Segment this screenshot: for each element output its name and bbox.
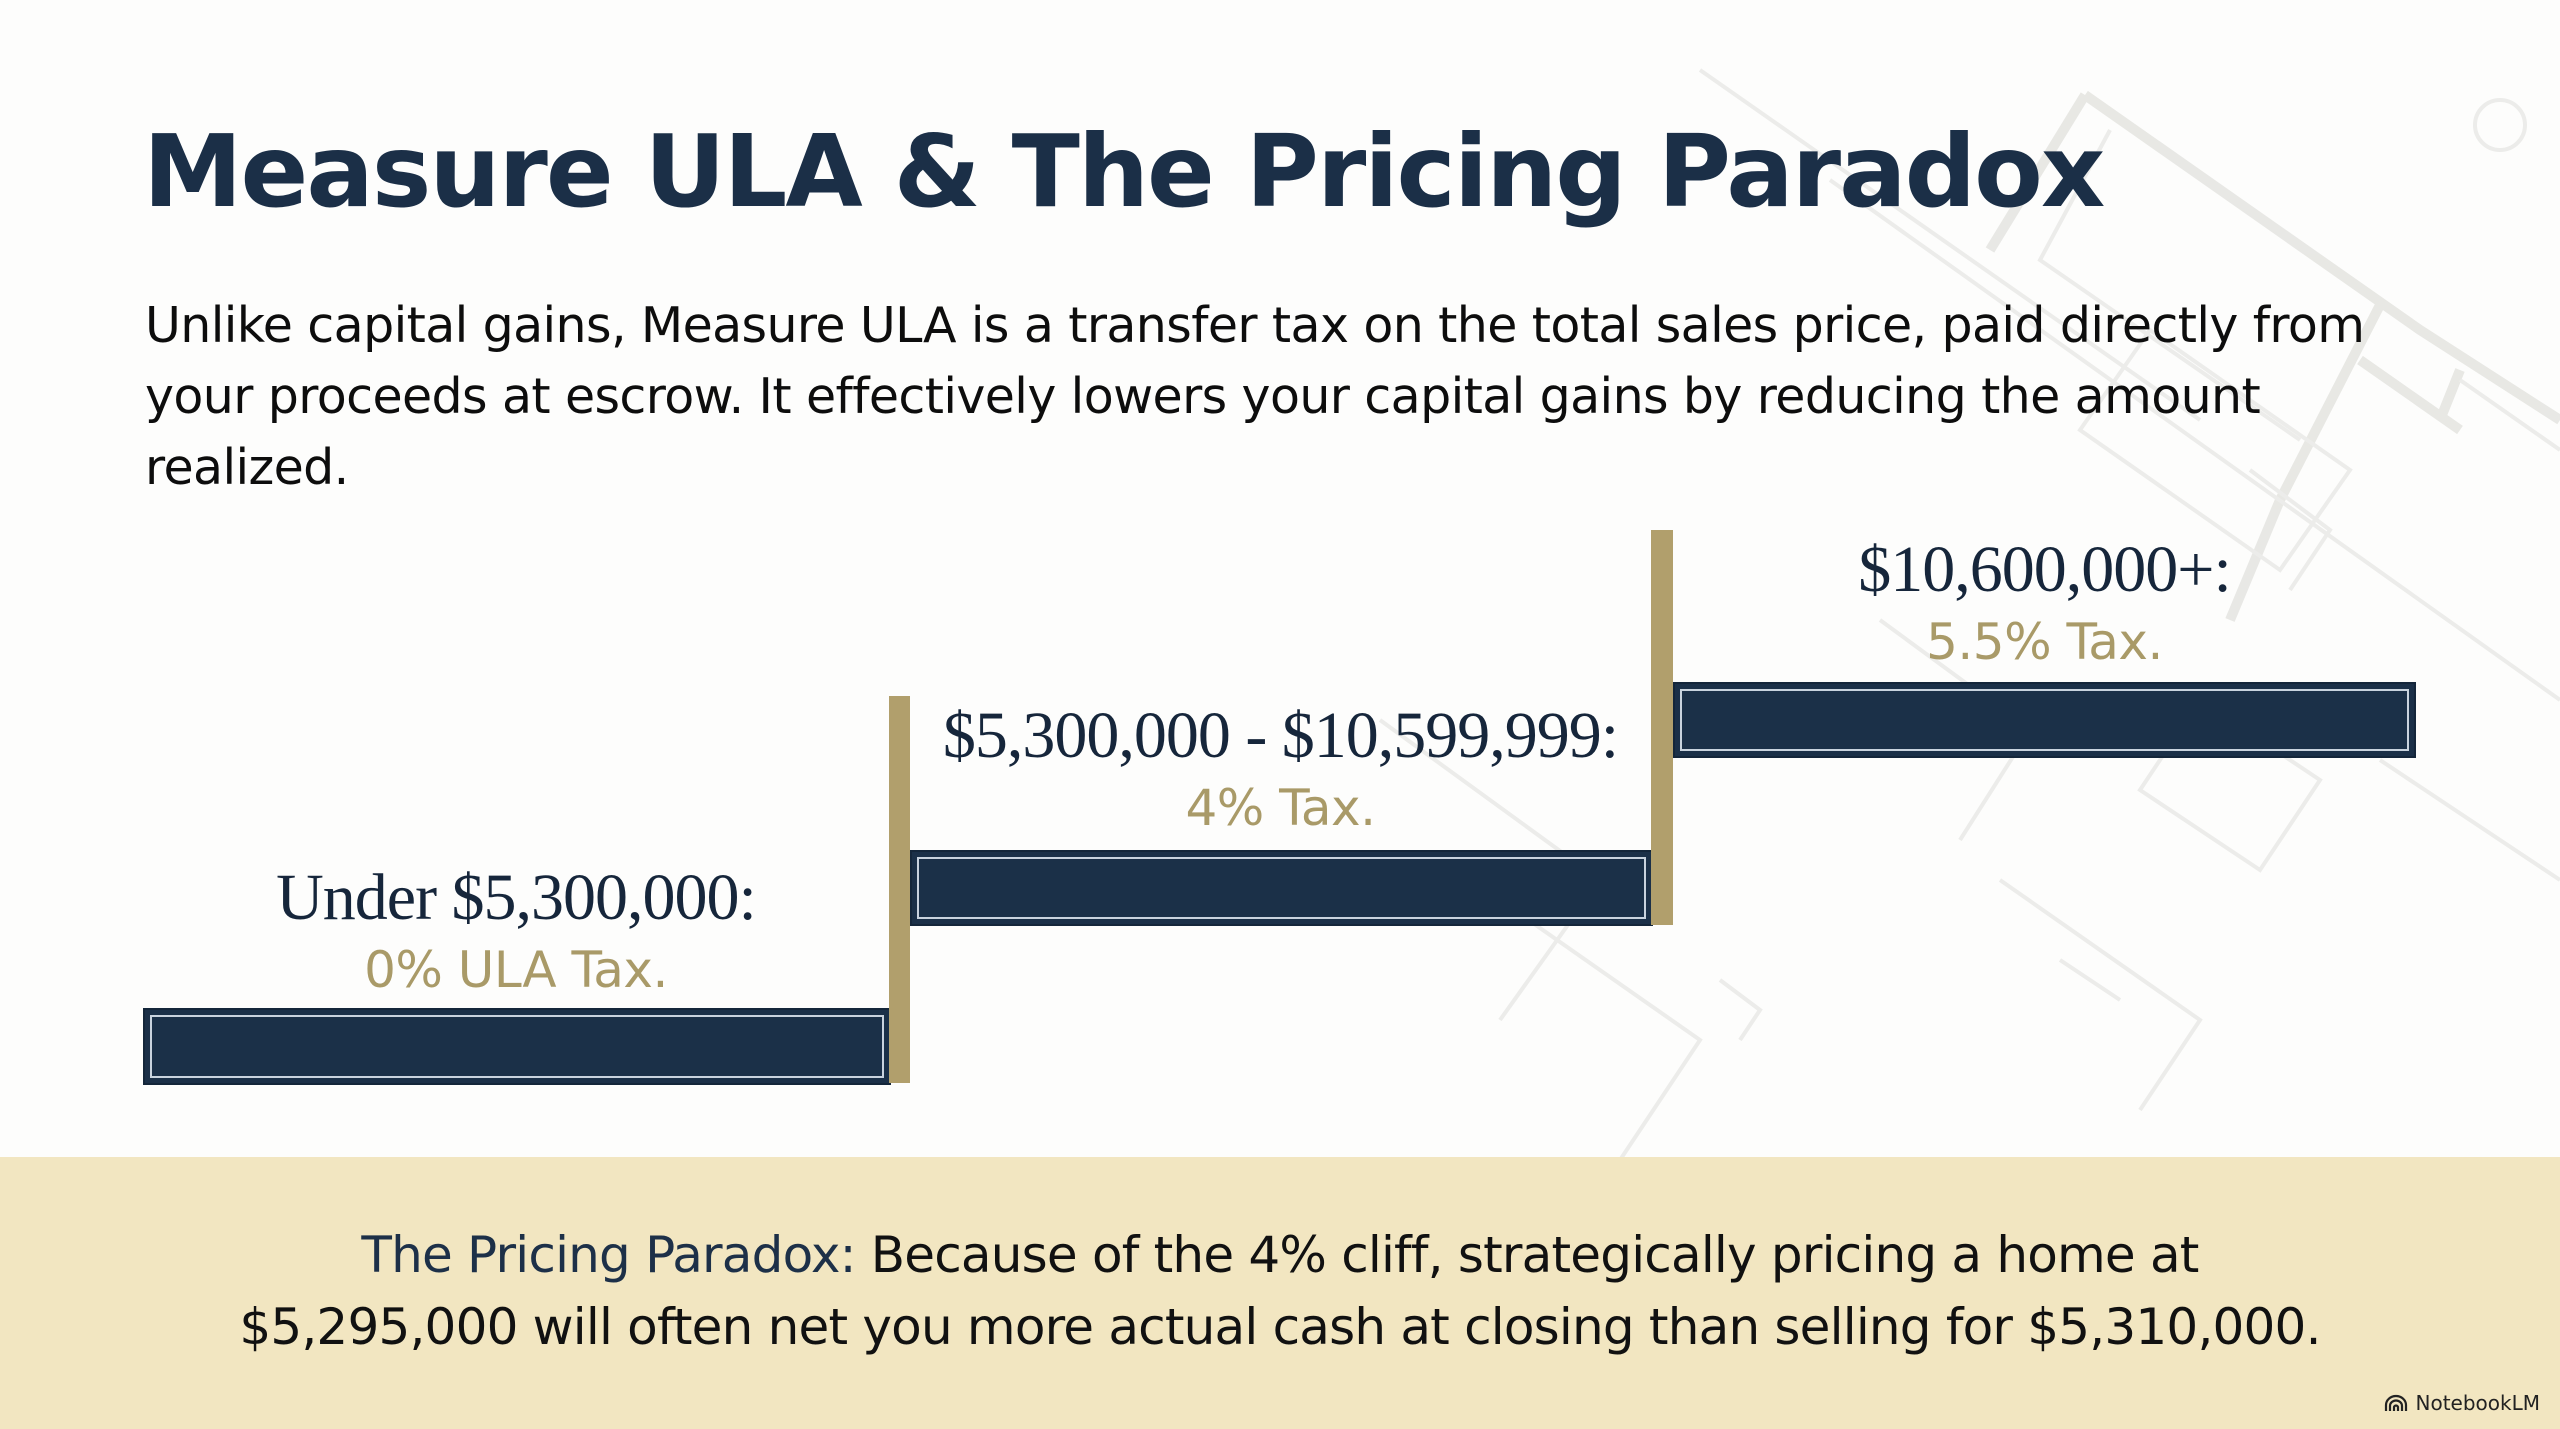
banner-line-1: The Pricing Paradox: Because of the 4% c… bbox=[0, 1219, 2560, 1291]
tier-1-label: Under $5,300,000: 0% ULA Tax. bbox=[143, 862, 889, 1006]
banner-text: The Pricing Paradox: Because of the 4% c… bbox=[0, 1219, 2560, 1363]
tier-1-rate: 0% ULA Tax. bbox=[364, 941, 668, 999]
intro-paragraph: Unlike capital gains, Measure ULA is a t… bbox=[145, 297, 2365, 496]
slide-title: Measure ULA & The Pricing Paradox bbox=[143, 113, 2105, 230]
tier-3-bar bbox=[1673, 682, 2416, 758]
tier-2-bar bbox=[910, 850, 1653, 926]
notebooklm-logo-icon bbox=[2384, 1394, 2407, 1411]
tier-2-rate: 4% Tax. bbox=[1185, 779, 1376, 837]
brand-label: NotebookLM bbox=[2415, 1391, 2541, 1415]
banner-line-1-rest: Because of the 4% cliff, strategically p… bbox=[855, 1226, 2200, 1284]
tier-2-label: $5,300,000 - $10,599,999: 4% Tax. bbox=[910, 700, 1651, 844]
notebooklm-watermark: NotebookLM bbox=[2384, 1391, 2541, 1415]
banner-line-2: $5,295,000 will often net you more actua… bbox=[239, 1298, 2321, 1356]
tier-1-bar bbox=[143, 1008, 891, 1085]
tier-3-range: $10,600,000+: bbox=[1858, 533, 2232, 606]
tier-2-range: $5,300,000 - $10,599,999: bbox=[942, 699, 1619, 772]
tier-divider-2 bbox=[1651, 530, 1673, 925]
tier-3-label: $10,600,000+: 5.5% Tax. bbox=[1673, 534, 2416, 678]
tier-3-rate: 5.5% Tax. bbox=[1926, 613, 2163, 671]
banner-lead: The Pricing Paradox: bbox=[361, 1226, 856, 1284]
tier-1-range: Under $5,300,000: bbox=[276, 861, 757, 934]
pricing-paradox-banner: The Pricing Paradox: Because of the 4% c… bbox=[0, 1157, 2560, 1429]
tier-divider-1 bbox=[889, 696, 910, 1083]
